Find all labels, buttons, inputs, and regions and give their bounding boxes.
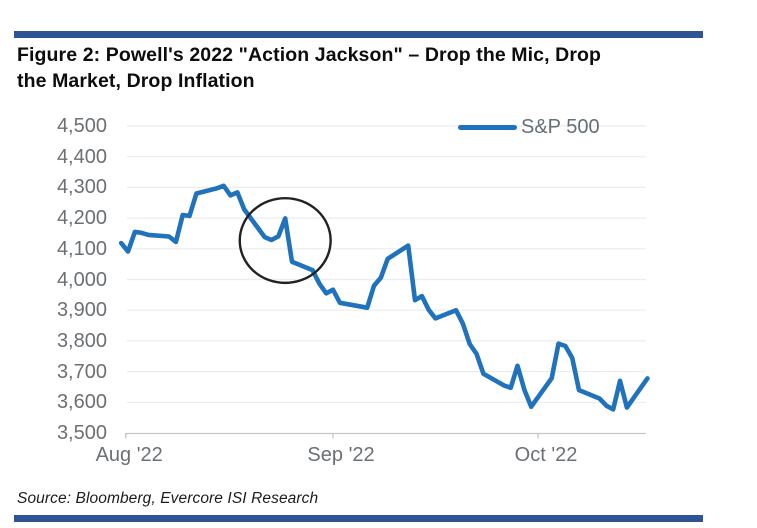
x-axis-tick-label: Aug '22: [95, 444, 163, 466]
chart-legend: S&P 500: [458, 117, 600, 138]
y-axis-tick-label: 4,400: [56, 145, 107, 168]
y-axis-tick-label: 4,100: [56, 237, 107, 260]
y-axis-tick-label: 4,500: [56, 115, 107, 137]
y-axis-tick-label: 4,000: [56, 268, 107, 291]
y-axis-tick-label: 4,300: [56, 176, 107, 199]
y-axis-tick-label: 4,200: [56, 207, 107, 230]
y-axis-tick-label: 3,800: [56, 329, 107, 352]
y-axis-tick-label: 3,700: [56, 360, 107, 383]
figure-title-line1: Figure 2: Powell's 2022 "Action Jackson"…: [17, 44, 602, 66]
figure-title: Figure 2: Powell's 2022 "Action Jackson"…: [17, 42, 707, 94]
top-accent-rule: [14, 31, 703, 38]
legend-series-label: S&P 500: [521, 116, 600, 138]
x-axis-tick-label: Oct '22: [514, 444, 578, 466]
x-axis-tick-label: Sep '22: [307, 444, 375, 466]
y-axis-tick-label: 3,500: [56, 422, 107, 444]
source-note: Source: Bloomberg, Evercore ISI Research: [17, 490, 319, 507]
bottom-accent-rule: [14, 515, 703, 522]
y-axis-tick-label: 3,600: [56, 391, 107, 414]
figure-title-line2: the Market, Drop Inflation: [17, 70, 255, 92]
legend-line-swatch: [458, 125, 517, 130]
y-axis-tick-label: 3,900: [56, 299, 107, 322]
